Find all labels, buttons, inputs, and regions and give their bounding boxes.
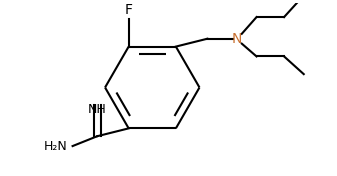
Text: NH: NH xyxy=(88,103,106,116)
Text: H₂N: H₂N xyxy=(44,140,68,153)
Text: F: F xyxy=(125,3,133,17)
Text: N: N xyxy=(232,32,242,46)
